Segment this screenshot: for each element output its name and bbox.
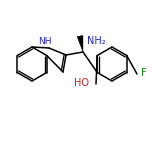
Text: NH₂: NH₂: [87, 36, 106, 46]
Text: HO: HO: [74, 78, 89, 88]
Text: NH: NH: [38, 36, 52, 45]
Text: F: F: [141, 68, 147, 78]
Polygon shape: [77, 35, 83, 52]
